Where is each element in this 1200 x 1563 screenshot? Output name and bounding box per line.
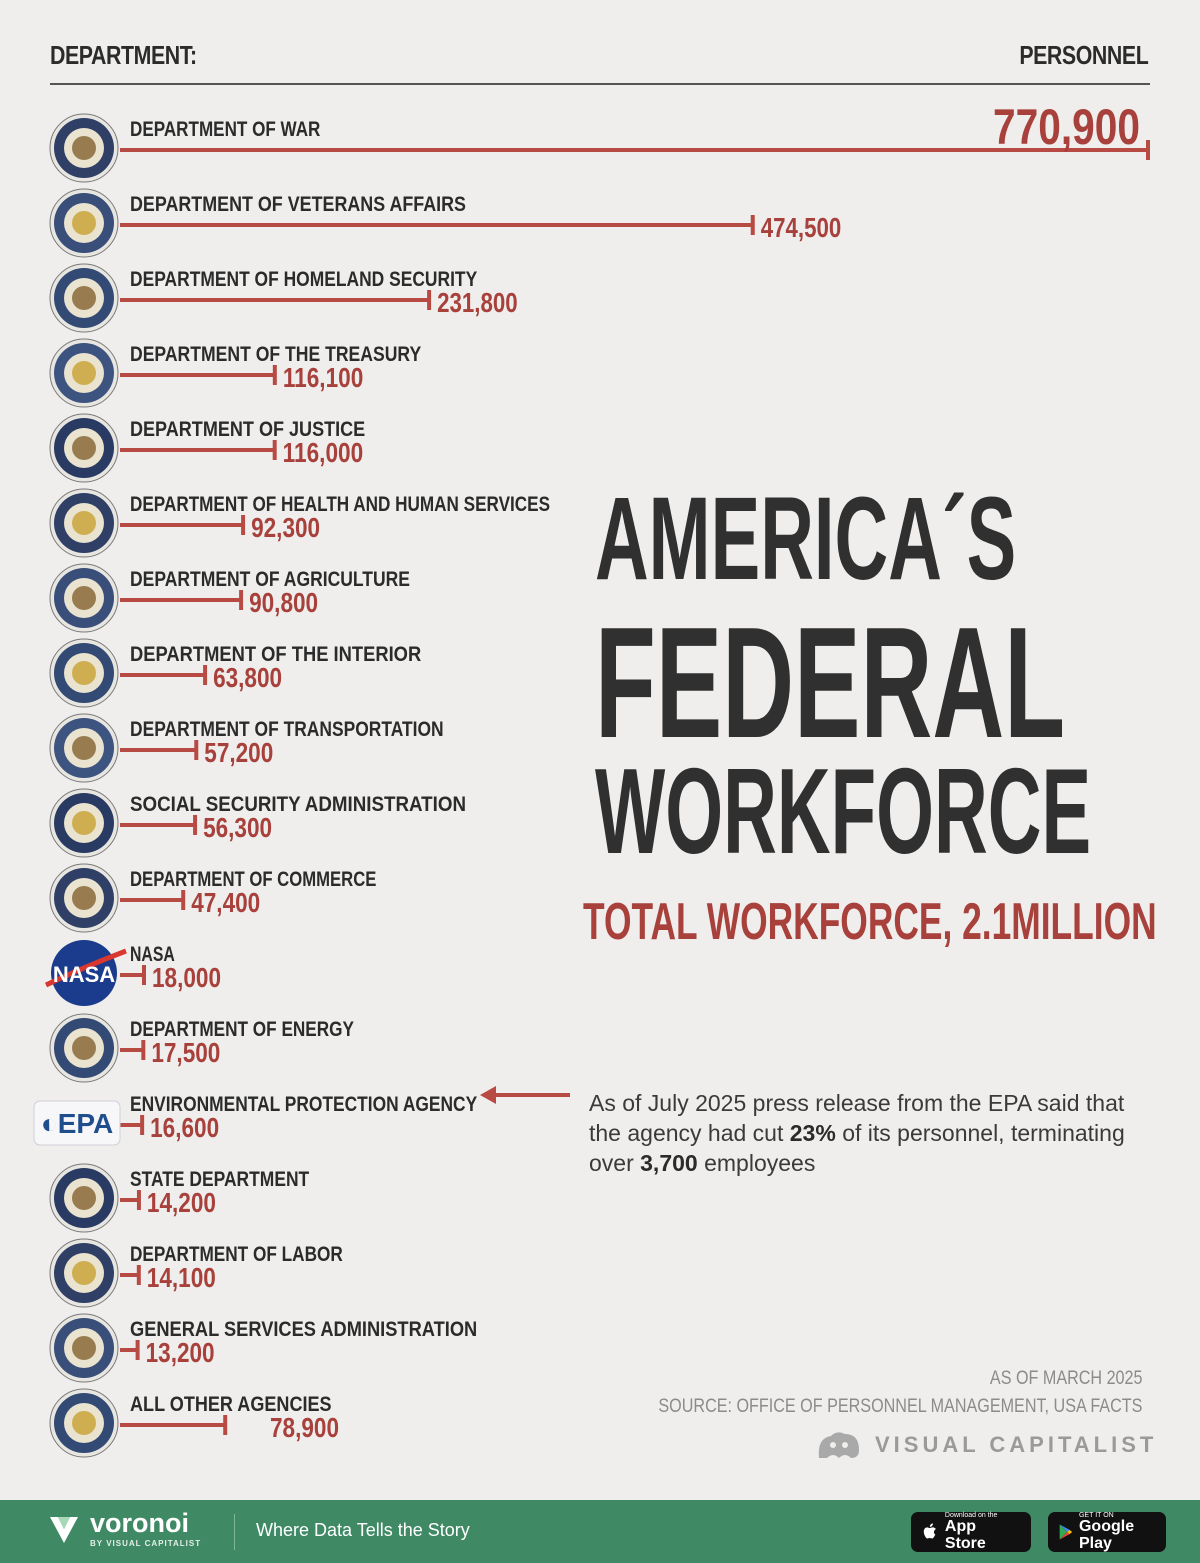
category-label: DEPARTMENT OF COMMERCE (130, 868, 376, 891)
value-label: 116,100 (283, 362, 364, 393)
value-label: 14,200 (147, 1187, 216, 1218)
value-label: 14,100 (147, 1262, 216, 1293)
category-label: DEPARTMENT OF HOMELAND SECURITY (130, 268, 477, 291)
title-line-3: WORKFORCE (595, 743, 1092, 879)
apple-icon (923, 1523, 936, 1539)
value-label: 57,200 (204, 737, 273, 768)
justice-seal-emblem (72, 436, 96, 460)
google-play-button[interactable]: GET IT ON Google Play (1048, 1512, 1166, 1552)
app-store-caption: Download on the (944, 1511, 998, 1519)
note-bold-percent: 23% (789, 1120, 836, 1146)
footer-bar: voronoi BY VISUAL CAPITALIST Where Data … (0, 1500, 1200, 1563)
category-label: DEPARTMENT OF TRANSPORTATION (130, 718, 444, 741)
note-text-3: employees (697, 1150, 816, 1176)
category-label: SOCIAL SECURITY ADMINISTRATION (130, 793, 466, 816)
voronoi-logo[interactable]: voronoi BY VISUAL CAPITALIST (46, 1510, 201, 1548)
category-label: DEPARTMENT OF VETERANS AFFAIRS (130, 193, 466, 216)
title-line-1: AMERICA´S (595, 473, 1017, 605)
note-bold-count: 3,700 (640, 1150, 698, 1176)
note-text-1: As of July 2025 press release from the E… (589, 1090, 1125, 1146)
ssa-seal-emblem (72, 811, 96, 835)
value-label: 63,800 (213, 662, 282, 693)
nasa-logo-icon (51, 940, 117, 1006)
value-label: 90,800 (249, 587, 318, 618)
visual-capitalist-wordmark: VISUAL CAPITALIST (875, 1432, 1158, 1457)
energy-seal-emblem (72, 1036, 96, 1060)
treasury-seal-emblem (72, 361, 96, 385)
category-label: DEPARTMENT OF ENERGY (130, 1018, 354, 1041)
value-label: 13,200 (146, 1337, 215, 1368)
visual-capitalist-logo: VISUAL CAPITALIST (815, 1428, 1157, 1462)
transportation-seal-emblem (72, 736, 96, 760)
interior-seal-emblem (72, 661, 96, 685)
chart-title: AMERICA´S FEDERAL WORKFORCE (595, 473, 1155, 879)
footer-tagline: Where Data Tells the Story (256, 1520, 470, 1540)
epa-logo-icon (33, 1100, 121, 1146)
category-label: GENERAL SERVICES ADMINISTRATION (130, 1318, 477, 1341)
category-label: STATE DEPARTMENT (130, 1168, 309, 1191)
labor-seal-emblem (72, 1261, 96, 1285)
header-divider (50, 83, 1150, 85)
google-play-icon (1059, 1524, 1073, 1540)
category-label: DEPARTMENT OF WAR (130, 118, 320, 141)
category-label: DEPARTMENT OF LABOR (130, 1243, 343, 1266)
voronoi-byline: BY VISUAL CAPITALIST (90, 1539, 202, 1548)
homeland-security-seal-emblem (72, 286, 96, 310)
category-label: ENVIRONMENTAL PROTECTION AGENCY (130, 1093, 477, 1116)
value-label: 231,800 (437, 287, 518, 318)
gsa-seal-emblem (72, 1336, 96, 1360)
personnel-column-header: PERSONNEL (1019, 40, 1148, 70)
value-label: 47,400 (191, 887, 260, 918)
note-text-2: of its personnel, terminating over (589, 1120, 1125, 1176)
epa-annotation: As of July 2025 press release from the E… (589, 1088, 1129, 1178)
voronoi-icon (50, 1517, 78, 1543)
nasa-swoosh (44, 948, 127, 988)
value-label: 16,600 (150, 1112, 219, 1143)
visual-capitalist-icon (818, 1432, 859, 1458)
category-label: DEPARTMENT OF HEALTH AND HUMAN SERVICES (130, 493, 550, 516)
value-label: 18,000 (152, 962, 221, 993)
google-play-label: Google Play (1078, 1517, 1135, 1552)
source-note: SOURCE: OFFICE OF PERSONNEL MANAGEMENT, … (658, 1396, 1142, 1417)
bar-chart: DEPARTMENT OF WAR 770,900 DEPARTMENT OF VE… (33, 99, 1150, 1458)
hhs-seal-emblem (72, 511, 96, 535)
value-label: 116,000 (283, 437, 364, 468)
value-label: 770,900 (993, 99, 1140, 155)
app-store-button[interactable]: Download on the App Store (911, 1512, 1031, 1552)
category-label: DEPARTMENT OF THE INTERIOR (130, 643, 421, 666)
state-seal-emblem (72, 1186, 96, 1210)
value-label: 92,300 (251, 512, 320, 543)
title-line-2: FEDERAL (595, 595, 1066, 771)
commerce-seal-emblem (72, 886, 96, 910)
as-of-date: AS OF MARCH 2025 (989, 1368, 1142, 1389)
dept-war-seal-emblem (72, 136, 96, 160)
category-label: NASA (130, 943, 175, 966)
value-label: 474,500 (761, 212, 842, 243)
epa-logo-mark: ◐EPA (41, 1108, 113, 1139)
value-label: 78,900 (270, 1412, 339, 1443)
category-label: DEPARTMENT OF THE TREASURY (130, 343, 421, 366)
voronoi-wordmark: voronoi (90, 1508, 189, 1538)
category-label: DEPARTMENT OF JUSTICE (130, 418, 365, 441)
value-label: 56,300 (203, 812, 272, 843)
app-store-label: App Store (944, 1517, 986, 1552)
us-seal-emblem (72, 1411, 96, 1435)
annotation-arrow-head (480, 1086, 496, 1104)
category-label: ALL OTHER AGENCIES (130, 1393, 332, 1416)
footer-divider (234, 1514, 235, 1550)
value-label: 17,500 (151, 1037, 220, 1068)
google-play-caption: GET IT ON (1078, 1511, 1114, 1519)
category-label: DEPARTMENT OF AGRICULTURE (130, 568, 410, 591)
department-column-header: DEPARTMENT: (50, 40, 197, 70)
agriculture-seal-emblem (72, 586, 96, 610)
nasa-wordmark: NASA (53, 962, 115, 987)
chart-subtitle: TOTAL WORKFORCE, 2.1MILLION (583, 893, 1157, 951)
veterans-affairs-seal-emblem (72, 211, 96, 235)
